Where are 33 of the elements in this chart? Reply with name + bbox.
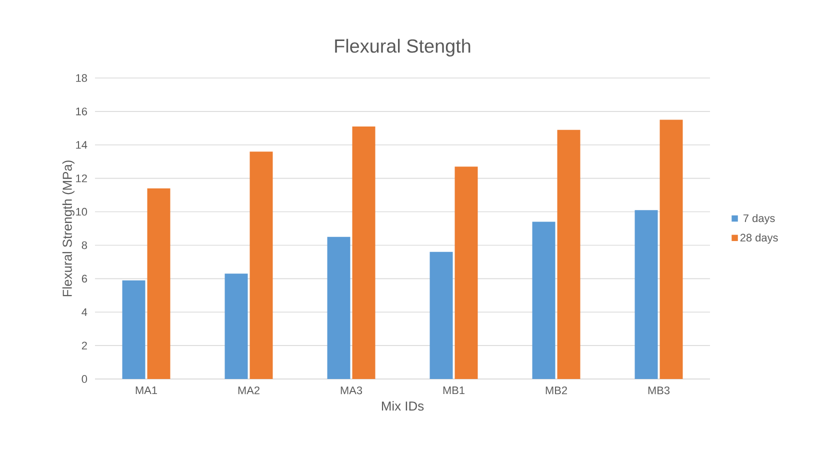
y-tick-label: 18: [76, 74, 87, 82]
bar: [430, 252, 453, 379]
bar: [660, 120, 683, 379]
x-tick-label: MA2: [238, 386, 260, 394]
y-tick-label: 4: [82, 308, 88, 316]
bar: [454, 166, 478, 379]
x-tick-label: MB3: [648, 386, 670, 394]
y-tick-label: 14: [76, 141, 88, 149]
y-axis-title: Flexural Strength (MPa): [62, 160, 74, 296]
legend-label: 7 days: [743, 214, 775, 224]
bar: [250, 152, 273, 379]
bar: [634, 210, 658, 379]
y-tick-label: 2: [82, 342, 87, 350]
y-tick-label: 16: [76, 108, 87, 116]
x-tick-label: MB1: [443, 386, 464, 394]
y-tick-label: 8: [82, 241, 87, 250]
x-tick-label: MB2: [546, 386, 567, 394]
y-tick-label: 6: [82, 274, 87, 283]
x-tick-label: MA3: [340, 386, 362, 394]
legend-label: 28 days: [740, 233, 778, 244]
bar: [122, 280, 146, 379]
chart-title: Flexural Stength: [335, 38, 470, 56]
bar: [327, 236, 350, 379]
bar: [557, 130, 580, 379]
bar: [532, 222, 556, 379]
bar: [352, 126, 376, 379]
bar: [224, 274, 248, 379]
y-tick-label: 0: [82, 375, 88, 383]
x-axis-title: Mix IDs: [382, 401, 424, 411]
x-tick-label: MA1: [136, 386, 157, 394]
y-tick-label: 12: [76, 174, 87, 182]
bar: [147, 188, 170, 379]
y-tick-label: 10: [76, 208, 88, 216]
